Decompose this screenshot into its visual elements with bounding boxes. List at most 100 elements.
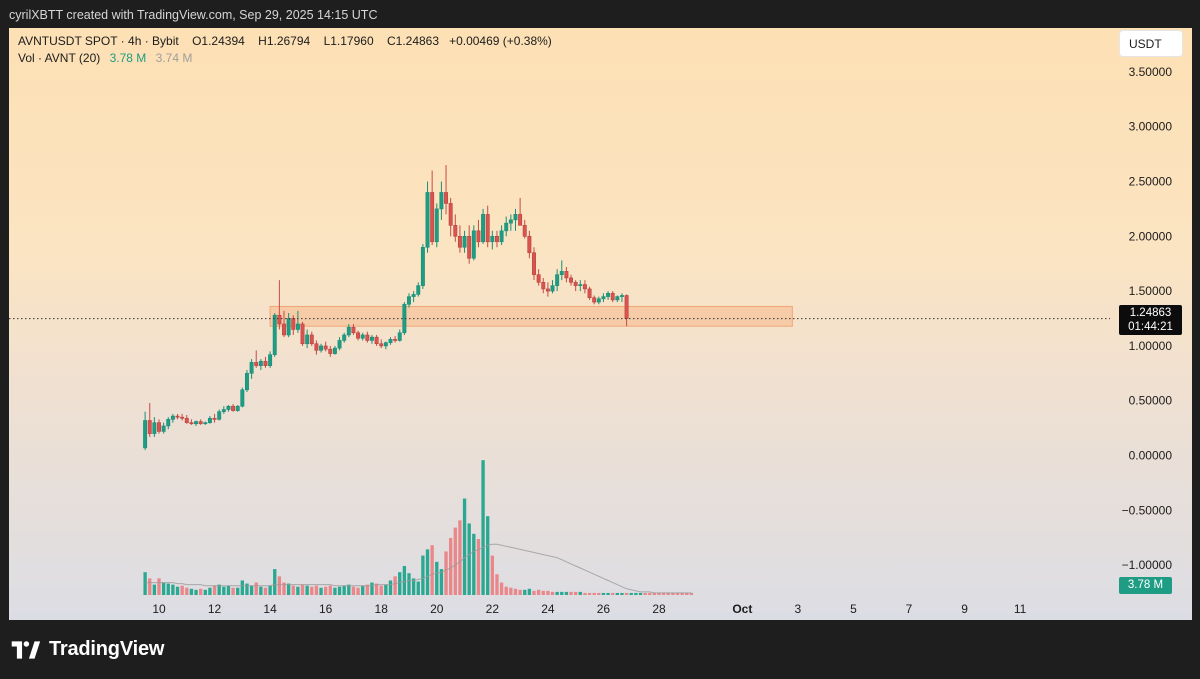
volume-bar	[393, 576, 397, 595]
candle-body	[448, 203, 453, 226]
volume-bar	[476, 539, 481, 595]
candle	[550, 280, 555, 294]
candle-body	[272, 314, 277, 355]
x-tick-label: 22	[486, 602, 500, 616]
candle	[305, 329, 310, 349]
candle	[425, 181, 430, 253]
volume-bar	[564, 591, 569, 595]
low-value: L1.17960	[323, 34, 374, 48]
y-axis: 3.50000 3.00000 2.50000 2.00000 1.50000 1.000…	[1122, 65, 1173, 572]
bar-countdown: 01:44:21	[1128, 321, 1173, 333]
x-tick-label: 7	[906, 602, 913, 616]
volume-bar	[490, 555, 494, 595]
candle	[226, 405, 231, 412]
volume-bar	[638, 592, 643, 595]
candle-body	[221, 409, 226, 413]
candle-body	[582, 284, 587, 290]
volume-bar	[263, 587, 268, 595]
candle-body	[323, 345, 328, 350]
volume-bar	[689, 592, 694, 595]
candle	[319, 343, 324, 353]
volume-bar	[504, 586, 508, 595]
candle-body	[379, 343, 384, 347]
chart-panel[interactable]: 3.50000 3.00000 2.50000 2.00000 1.50000 1.000…	[9, 28, 1192, 620]
volume-bar	[402, 565, 407, 595]
candle	[365, 331, 370, 343]
candle-body	[619, 295, 624, 297]
candle-body	[332, 347, 337, 354]
volume-bar	[652, 592, 657, 595]
volume-bar	[171, 584, 175, 595]
candle	[393, 336, 398, 343]
volume-bar	[532, 590, 536, 595]
candle-body	[369, 336, 374, 341]
candle	[268, 351, 273, 368]
y-tick-label: 1.50000	[1129, 284, 1173, 298]
candle-body	[351, 326, 356, 334]
candle	[416, 282, 421, 297]
volume-bar	[166, 583, 170, 595]
candle	[541, 277, 546, 294]
candle	[555, 269, 560, 292]
candle	[582, 280, 587, 294]
ohlc-legend: AVNTUSDT SPOT · 4h · Bybit O1.24394 H1.2…	[18, 34, 552, 48]
candle	[624, 294, 629, 327]
candle	[448, 197, 453, 237]
candle-body	[383, 342, 388, 347]
volume-bar	[273, 569, 277, 595]
volume-bar	[513, 588, 518, 595]
candle-body	[282, 323, 286, 336]
volume-label[interactable]: Vol · AVNT (20)	[18, 51, 101, 65]
candle	[379, 339, 384, 349]
x-tick-label: Oct	[732, 602, 752, 616]
candle	[263, 356, 268, 368]
candle-body	[342, 334, 347, 341]
volume-bar	[685, 592, 689, 595]
volume-bar	[286, 583, 291, 595]
volume-bar	[421, 555, 425, 595]
candle-body	[555, 274, 560, 286]
volume-bar	[587, 592, 592, 595]
volume-bar	[486, 516, 490, 595]
candle	[476, 219, 481, 248]
candle-body	[430, 192, 435, 243]
volume-bar	[509, 587, 513, 595]
candles	[143, 165, 629, 451]
candle-body	[467, 235, 472, 259]
candle-body	[258, 360, 263, 366]
volume-bar	[222, 586, 226, 595]
candle	[439, 181, 444, 220]
candle-body	[490, 235, 495, 243]
y-tick-label: −1.00000	[1122, 558, 1173, 572]
volume-bar	[527, 588, 532, 595]
currency-button[interactable]: USDT	[1120, 31, 1182, 56]
candle-body	[601, 296, 606, 300]
candle-body	[300, 323, 305, 345]
candle-body	[194, 421, 199, 425]
candle-body	[444, 192, 449, 204]
volume-bar	[208, 587, 212, 595]
candle	[513, 208, 518, 231]
candle-body	[184, 417, 189, 423]
volume-bar	[606, 592, 610, 595]
volume-bar	[185, 587, 189, 595]
candle	[277, 280, 282, 330]
candle-body	[536, 274, 541, 283]
volume-bar	[458, 520, 462, 595]
symbol-label[interactable]: AVNTUSDT SPOT · 4h · Bybit	[18, 34, 179, 48]
volume-bar	[666, 592, 670, 595]
candle-body	[231, 405, 236, 411]
volume-bar	[624, 592, 629, 595]
candle	[527, 230, 532, 259]
candle	[212, 413, 217, 423]
candle	[587, 286, 592, 300]
chart-canvas[interactable]: 3.50000 3.00000 2.50000 2.00000 1.50000 1.000…	[9, 28, 1192, 620]
volume-bar	[661, 592, 666, 595]
volume-bar	[620, 592, 624, 595]
candle	[481, 208, 486, 244]
x-tick-label: 10	[152, 602, 166, 616]
candle	[619, 293, 624, 303]
current-price-label: 1.24863	[1129, 307, 1172, 319]
candle-body	[578, 284, 583, 286]
volume-bar	[291, 585, 295, 595]
